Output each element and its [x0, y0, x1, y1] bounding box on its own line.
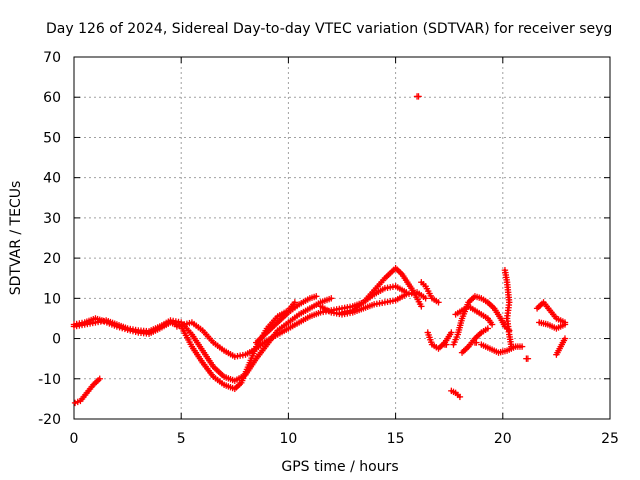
y-tick-label: 30: [43, 211, 61, 227]
data-point: [484, 325, 491, 332]
series-arc-14: [448, 387, 464, 401]
series-arc-12: [478, 341, 526, 356]
series-arc-17: [553, 335, 569, 358]
isolated-point: [443, 341, 450, 348]
isolated-point: [415, 93, 422, 100]
series-arc-10: [450, 293, 513, 348]
data-series: [70, 93, 569, 407]
y-tick-label: 10: [43, 291, 61, 307]
x-tick-label: 0: [70, 431, 79, 447]
data-point: [456, 393, 464, 401]
y-tick-label: -20: [38, 412, 61, 428]
y-tick-label: 50: [43, 130, 61, 146]
axis-ticks: [73, 56, 611, 420]
data-point: [518, 343, 526, 350]
series-arc-9: [418, 279, 442, 306]
series-arc-16: [536, 319, 569, 332]
data-point: [418, 303, 425, 310]
data-point: [328, 295, 335, 302]
y-tick-label: -10: [38, 372, 61, 388]
data-point: [448, 329, 455, 336]
isolated-points: [413, 93, 532, 362]
tick-labels: 0 5 10 15 20 25 -20 -10 0 10 20 30 40 50 60 70: [38, 50, 619, 447]
y-tick-label: 40: [43, 171, 61, 187]
series-arc-11: [452, 303, 496, 328]
x-tick-label: 5: [177, 431, 186, 447]
isolated-point: [473, 339, 480, 346]
plot-frame: [73, 56, 611, 420]
x-tick-label: 10: [279, 431, 297, 447]
series-arc-8: [424, 329, 455, 352]
data-point: [508, 343, 515, 350]
x-tick-label: 15: [387, 431, 405, 447]
data-point: [403, 289, 410, 296]
isolated-point: [524, 355, 532, 362]
data-point: [561, 335, 569, 342]
series-arc-4: [253, 293, 320, 346]
series-arc-6: [338, 283, 410, 316]
y-tick-label: 70: [43, 50, 61, 66]
data-point: [422, 295, 429, 302]
series-arc-18: [501, 266, 515, 350]
y-tick-label: 20: [43, 251, 61, 267]
chart-title: Day 126 of 2024, Sidereal Day-to-day VTE…: [46, 21, 612, 37]
x-axis-label: GPS time / hours: [281, 459, 398, 475]
data-point: [488, 321, 496, 328]
data-point: [435, 299, 442, 306]
y-tick-label: 60: [43, 90, 61, 106]
data-point: [96, 375, 103, 382]
y-tick-label: 0: [52, 332, 61, 348]
x-tick-label: 25: [601, 431, 619, 447]
series-arc-13: [458, 325, 491, 356]
data-point: [313, 293, 320, 300]
series-arc-7: [71, 375, 103, 407]
x-tick-label: 20: [494, 431, 512, 447]
y-axis-label: SDTVAR / TECUs: [8, 181, 24, 296]
grid-lines: [74, 57, 610, 419]
data-point: [561, 321, 569, 328]
